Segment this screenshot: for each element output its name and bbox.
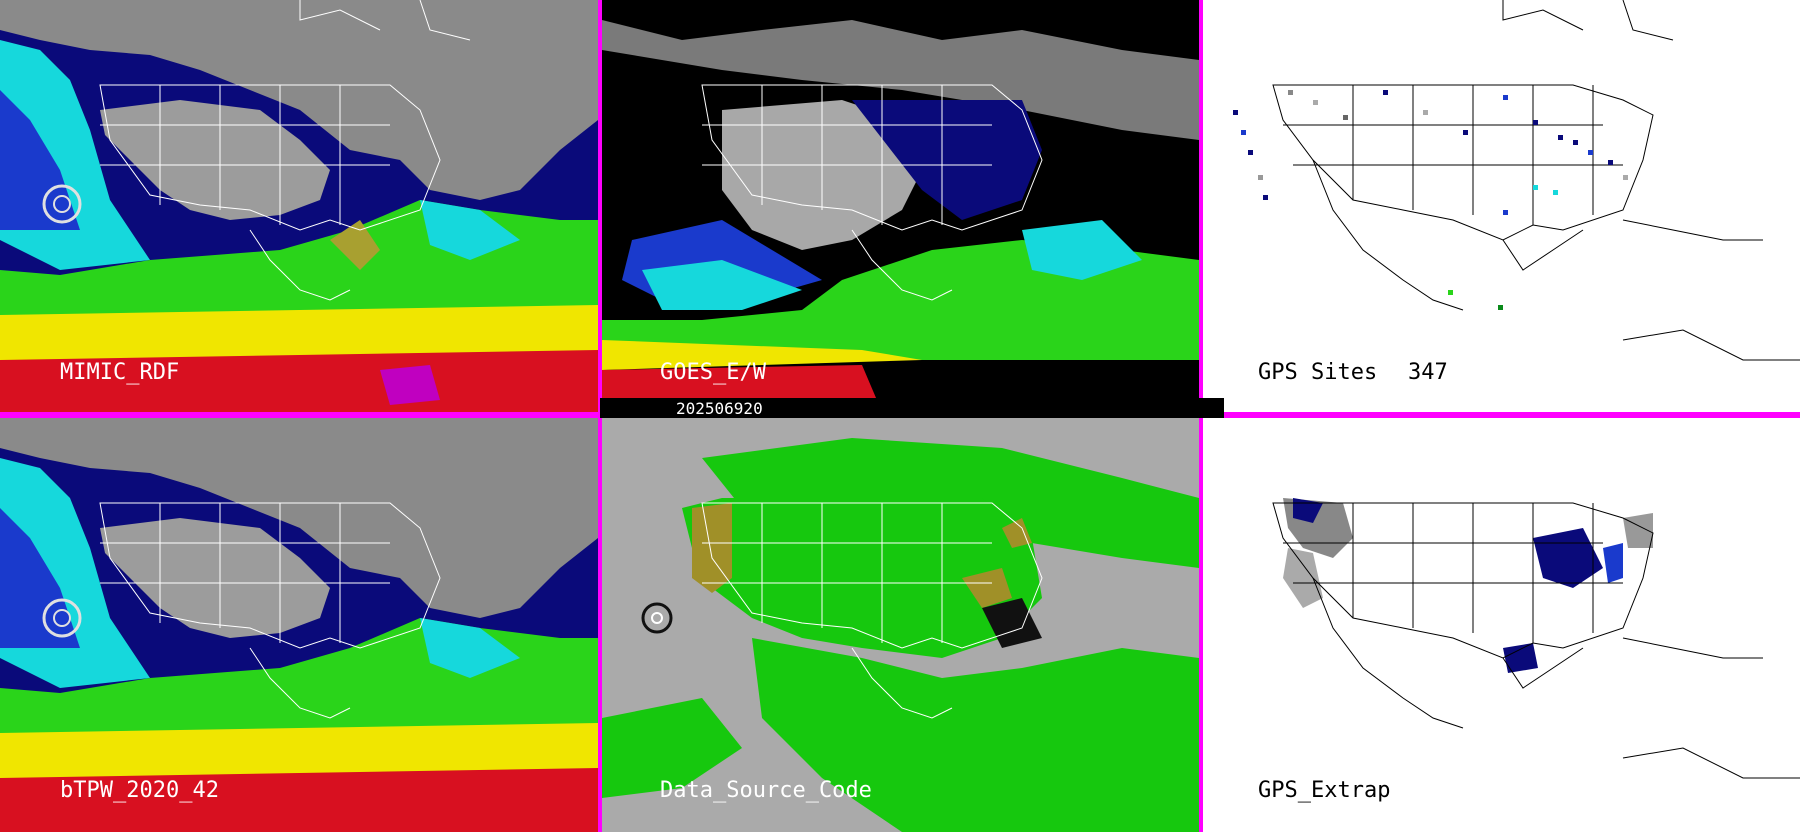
timestamp-bar	[600, 398, 1224, 418]
btpw-map	[0, 418, 598, 832]
gps-extrap-panel: GPS_Extrap	[1203, 418, 1800, 832]
data-source-code-map	[602, 418, 1199, 832]
data-source-code-label: Data_Source_Code	[660, 778, 872, 803]
gps-sites-label: GPS Sites	[1258, 360, 1378, 385]
gps-extrap-map	[1203, 418, 1800, 832]
btpw-label: bTPW_2020_42	[60, 778, 219, 803]
gps-sites-map	[1203, 0, 1800, 412]
data-source-code-panel: Data_Source_Code	[602, 418, 1199, 832]
timestamp: 202506920	[676, 399, 763, 418]
gps-extrap-label: GPS_Extrap	[1258, 778, 1391, 803]
mimic-rdf-panel: MIMIC_RDF	[0, 0, 598, 412]
gps-sites-panel: GPS Sites 347	[1203, 0, 1800, 412]
goes-ew-label: GOES_E/W	[660, 360, 766, 385]
goes-ew-map	[602, 0, 1199, 412]
mimic-rdf-map	[0, 0, 598, 412]
btpw-panel: bTPW_2020_42	[0, 418, 598, 832]
gps-site-markers	[1233, 90, 1628, 310]
goes-ew-panel: GOES_E/W	[602, 0, 1199, 412]
gps-sites-count: 347	[1408, 360, 1448, 385]
mimic-rdf-label: MIMIC_RDF	[60, 360, 180, 385]
